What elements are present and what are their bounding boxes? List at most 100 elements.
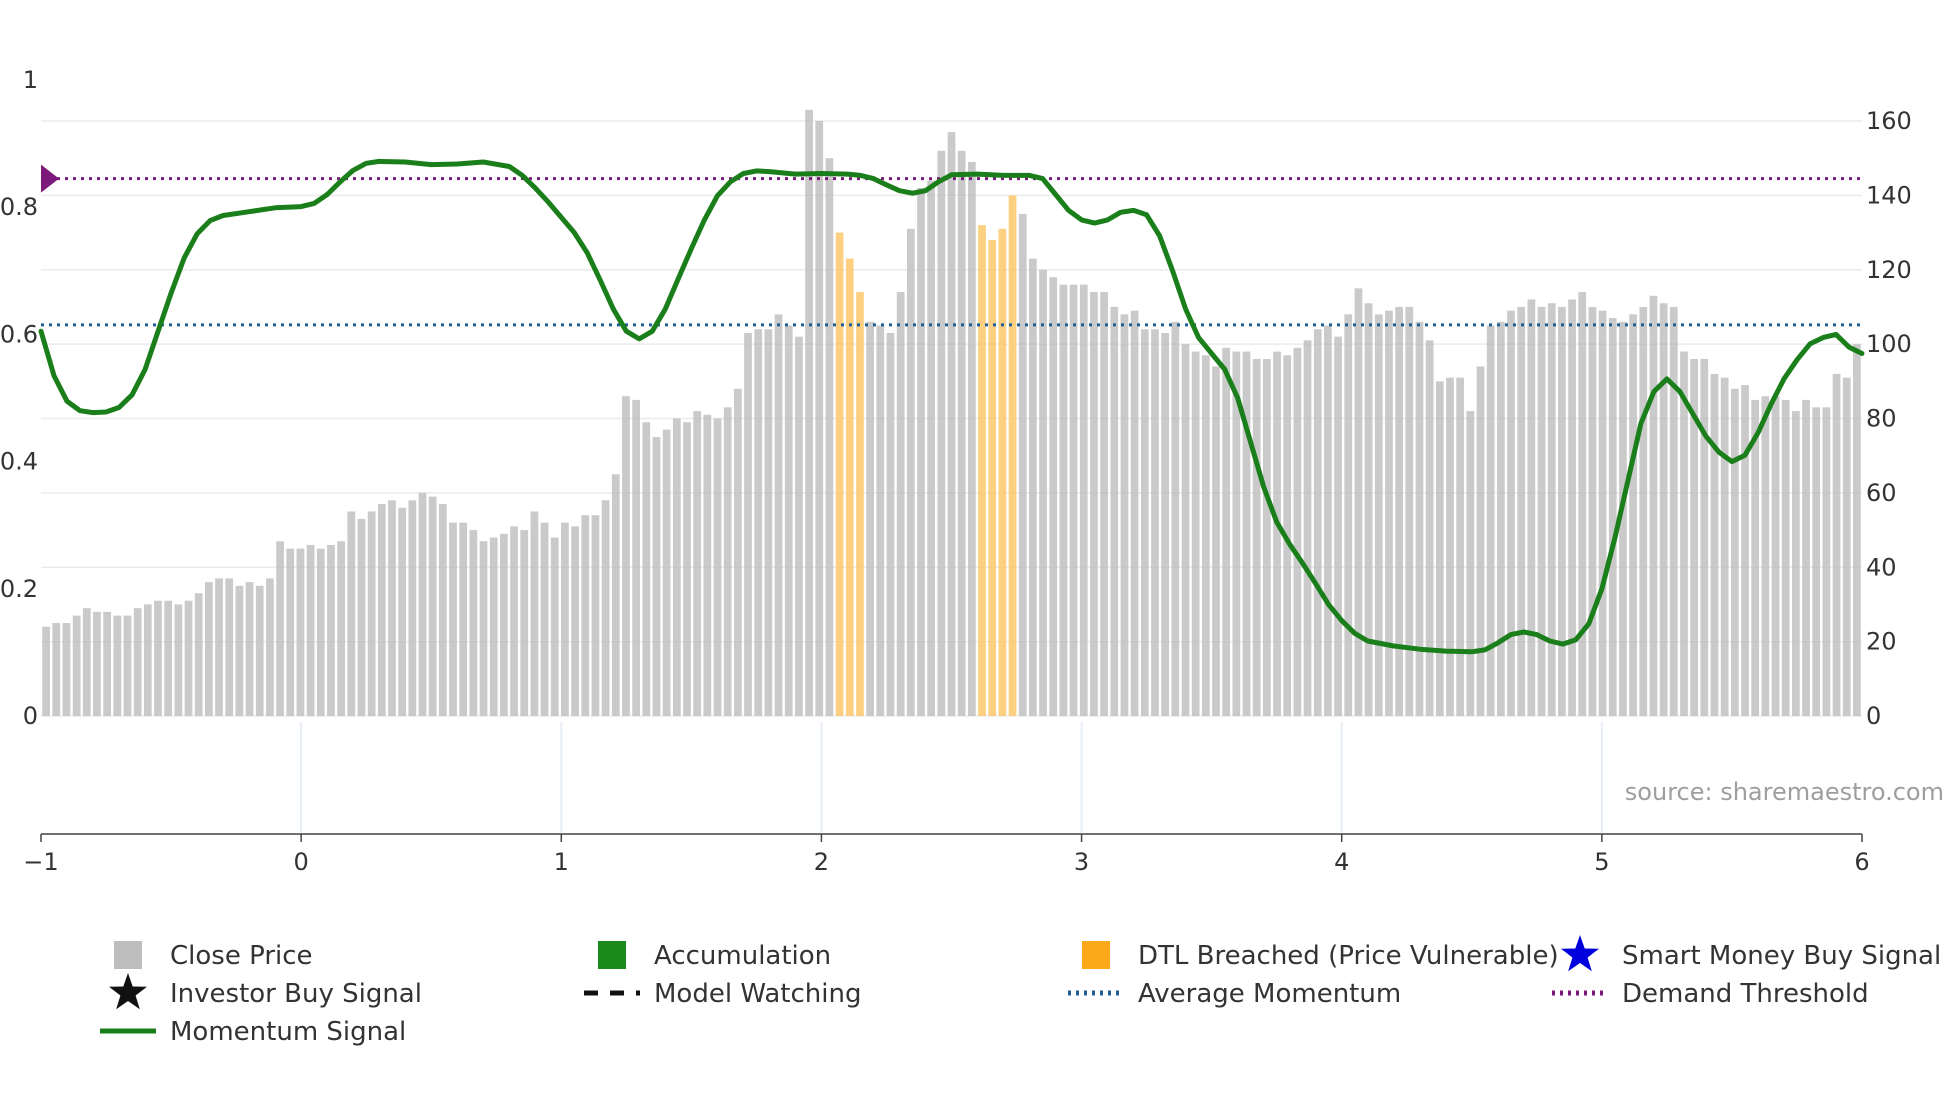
close-price-bar xyxy=(1303,340,1312,716)
close-price-bar xyxy=(418,492,427,716)
legend-label: Model Watching xyxy=(654,979,861,1009)
dtl-breached-bar xyxy=(978,225,986,716)
dtl-breached-bar xyxy=(988,240,997,716)
close-price-bar xyxy=(428,496,437,716)
close-price-bar xyxy=(408,500,417,716)
close-price-bar xyxy=(1120,314,1129,716)
x-tick-label: −1 xyxy=(23,848,58,876)
close-price-bar xyxy=(1079,284,1088,716)
close-price-bar xyxy=(154,600,162,716)
close-price-bar xyxy=(1059,284,1068,716)
y-right-tick-label: 0 xyxy=(1866,702,1881,730)
close-price-bar xyxy=(937,150,946,716)
close-price-bar xyxy=(194,593,203,716)
legend-item: Investor Buy Signal xyxy=(109,973,422,1010)
legend-item: Average Momentum xyxy=(1068,979,1401,1009)
close-price-bar xyxy=(530,511,539,716)
close-price-bar xyxy=(652,437,661,716)
close-price-bar xyxy=(1293,347,1302,716)
legend-label: Close Price xyxy=(170,941,313,971)
close-price-bar xyxy=(469,530,478,716)
close-price-bar xyxy=(1039,269,1047,716)
close-price-bar xyxy=(1090,292,1098,716)
close-price-bar xyxy=(1507,310,1515,716)
dtl-breached-bar xyxy=(1008,195,1017,716)
close-price-bar xyxy=(316,548,325,716)
x-tick-label: 6 xyxy=(1854,848,1869,876)
close-price-bar xyxy=(52,623,61,716)
close-price-bar xyxy=(1547,303,1556,716)
close-price-bar xyxy=(1140,329,1149,716)
y-left-tick-label: 0.2 xyxy=(0,575,38,603)
close-price-bar xyxy=(1730,388,1739,716)
close-price-bar xyxy=(276,541,284,716)
close-price-bar xyxy=(581,515,590,716)
legend-swatch xyxy=(598,941,626,969)
close-price-bar xyxy=(306,544,315,716)
legend-label: Accumulation xyxy=(654,941,831,971)
close-price-bar xyxy=(1761,396,1770,716)
close-price-bar xyxy=(1222,347,1231,716)
close-price-bar xyxy=(1344,314,1353,716)
close-price-bar xyxy=(1853,344,1861,716)
close-price-bar xyxy=(1273,351,1281,716)
close-price-bar xyxy=(357,518,366,716)
close-price-bar xyxy=(235,585,244,716)
close-price-bar xyxy=(1690,359,1699,716)
close-price-bar xyxy=(377,504,386,716)
close-price-bar xyxy=(296,548,305,716)
close-price-bar xyxy=(93,611,101,716)
star-icon xyxy=(109,973,147,1010)
close-price-bar xyxy=(438,504,447,716)
legend-item: Accumulation xyxy=(598,941,831,971)
close-price-bar xyxy=(1324,325,1332,716)
close-price-bar xyxy=(1751,399,1760,716)
close-price-bar xyxy=(1385,310,1393,716)
close-price-bar xyxy=(1802,399,1810,716)
close-price-bar xyxy=(1842,377,1851,716)
close-price-bar xyxy=(805,109,813,716)
legend-item: DTL Breached (Price Vulnerable) xyxy=(1082,941,1559,971)
close-price-bar xyxy=(866,321,874,716)
close-price-bar xyxy=(500,533,508,716)
close-price-bar xyxy=(1161,332,1170,716)
close-price-bar xyxy=(1171,321,1180,716)
close-price-bar xyxy=(398,507,407,716)
close-price-bar xyxy=(174,604,183,716)
close-price-bar xyxy=(723,407,732,716)
close-price-bar xyxy=(1374,314,1383,716)
close-price-bar xyxy=(886,332,895,716)
close-price-bar xyxy=(1649,295,1658,716)
close-price-bar xyxy=(479,541,488,716)
close-price-bar xyxy=(82,608,91,716)
close-price-bar xyxy=(1771,396,1780,716)
close-price-bar xyxy=(327,544,335,716)
close-price-bar xyxy=(1252,359,1261,716)
y-left-tick-label: 1 xyxy=(23,66,38,94)
close-price-bar xyxy=(571,526,579,716)
close-price-bar xyxy=(1435,381,1444,716)
close-price-bar xyxy=(1619,321,1627,716)
close-price-bar xyxy=(601,500,610,716)
source-label: source: sharemaestro.com xyxy=(1625,778,1944,806)
close-price-bar xyxy=(347,511,356,716)
close-price-bar xyxy=(733,388,742,716)
close-price-bar xyxy=(784,325,793,716)
momentum-signal-line xyxy=(38,158,1865,655)
close-price-bar xyxy=(713,418,722,716)
close-price-bar xyxy=(632,399,640,716)
close-price-bar xyxy=(1527,299,1536,716)
close-price-bar xyxy=(815,121,824,716)
close-price-bar xyxy=(1456,377,1465,716)
close-price-bar xyxy=(622,396,630,716)
close-price-bar xyxy=(744,332,752,716)
x-tick-label: 0 xyxy=(294,848,309,876)
close-price-bar xyxy=(1639,306,1648,716)
close-price-bar xyxy=(143,604,152,716)
x-tick-label: 1 xyxy=(554,848,569,876)
y-right-tick-label: 80 xyxy=(1866,405,1897,433)
close-price-bar xyxy=(1029,258,1037,716)
demand-threshold-marker xyxy=(41,164,59,193)
close-price-bar xyxy=(540,522,549,716)
